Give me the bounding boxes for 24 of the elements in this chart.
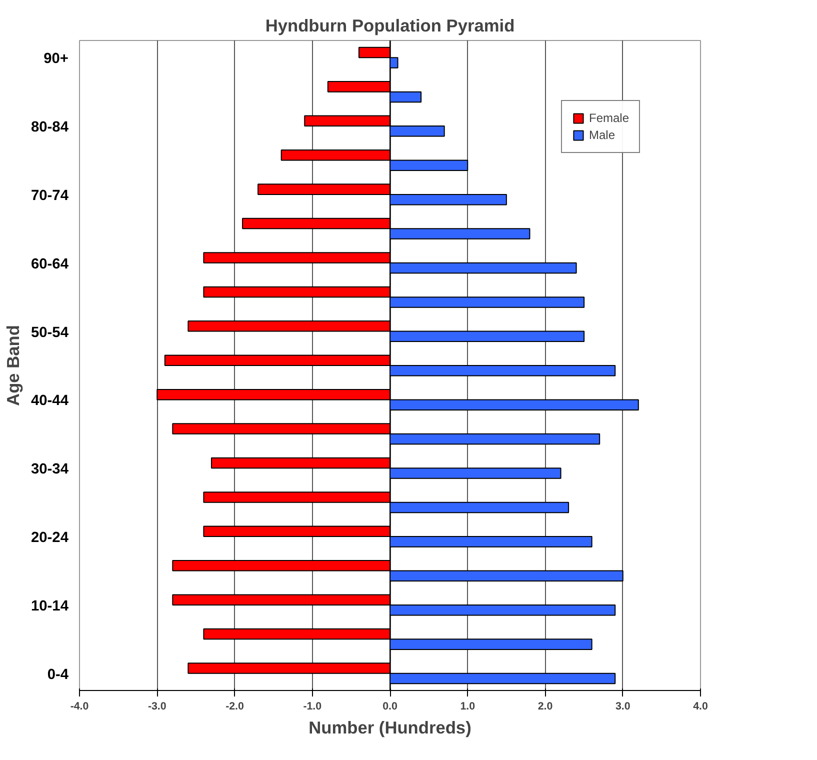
legend-label: Female	[588, 111, 629, 125]
chart-title: Hyndburn Population Pyramid	[265, 16, 515, 36]
y-tick-label: 30-34	[31, 462, 70, 478]
x-tick-label: -2.0	[226, 700, 244, 712]
y-tick-label: 90+	[44, 51, 69, 68]
x-tick-label: 2.0	[538, 700, 553, 712]
x-tick-label: -3.0	[148, 700, 166, 712]
x-tick-label: 3.0	[615, 700, 630, 712]
x-tick-label: 0.0	[382, 700, 398, 712]
x-tick-label: -4.0	[70, 700, 89, 712]
y-tick-label: 10-14	[31, 598, 70, 614]
y-tick-label: 60-64	[31, 256, 70, 272]
x-axis-title: Number (Hundreds)	[308, 718, 472, 738]
x-tick-label: 1.0	[460, 700, 476, 712]
x-tick-label: 4.0	[693, 700, 708, 712]
y-axis-title: Age Band	[3, 325, 24, 406]
y-tick-label: 20-24	[31, 530, 70, 546]
legend-label: Male	[588, 128, 615, 142]
y-tick-label: 50-54	[31, 324, 70, 341]
x-tick-label: -1.0	[303, 700, 322, 712]
y-tick-label: 40-44	[31, 393, 70, 410]
y-tick-label: 80-84	[31, 120, 70, 136]
y-tick-label: 0-4	[47, 666, 70, 683]
y-tick-label: 70-74	[31, 188, 70, 204]
